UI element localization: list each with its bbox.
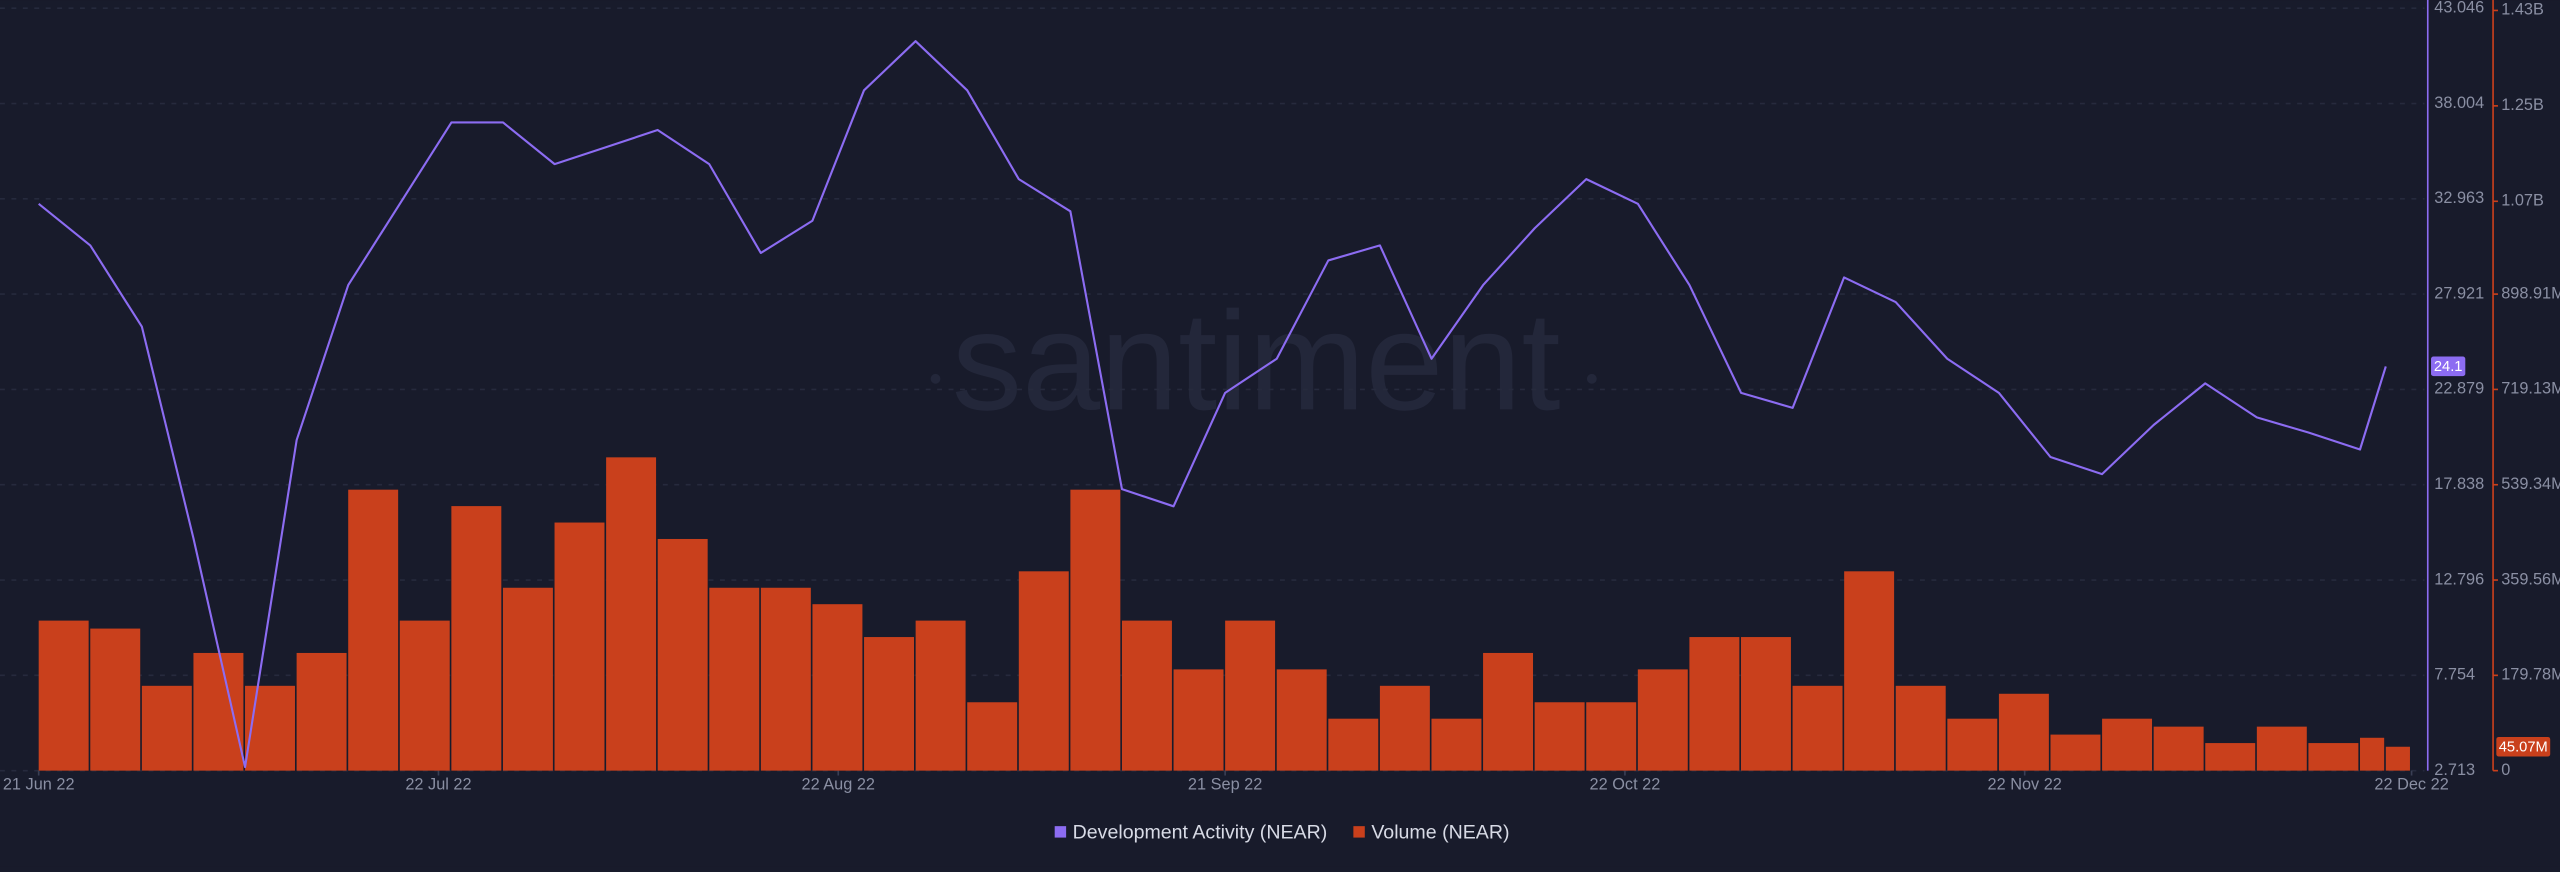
y2-tick-label: 719.13M xyxy=(2501,380,2560,398)
y-tick-label: 2.713 xyxy=(2434,761,2475,779)
x-tick-label: 22 Jul 22 xyxy=(405,776,471,794)
volume-bar xyxy=(864,637,914,771)
value-badge-label: 45.07M xyxy=(2499,739,2548,755)
volume-bar xyxy=(1534,702,1585,771)
volume-bar xyxy=(399,620,450,771)
volume-bar xyxy=(38,620,89,771)
volume-bar xyxy=(1276,669,1327,771)
volume-bar xyxy=(2385,746,2410,771)
y2-tick-label: 1.43B xyxy=(2501,1,2544,19)
volume-bar xyxy=(1483,652,1534,771)
volume-bar xyxy=(296,652,347,771)
x-tick-label: 22 Nov 22 xyxy=(1988,776,2062,794)
volume-bar xyxy=(1689,637,1740,771)
y-tick-label: 32.963 xyxy=(2434,189,2484,207)
x-tick-label: 22 Oct 22 xyxy=(1590,776,1661,794)
volume-bar xyxy=(1173,669,1224,771)
y2-tick-label: 539.34M xyxy=(2501,475,2560,493)
watermark-text: santiment xyxy=(952,282,1561,439)
y2-tick-label: 1.07B xyxy=(2501,192,2544,210)
y-tick-label: 43.046 xyxy=(2434,0,2484,17)
y2-tick-label: 359.56M xyxy=(2501,570,2560,588)
watermark-dot xyxy=(930,373,941,384)
volume-bar xyxy=(1947,718,1998,771)
value-badge xyxy=(2496,736,2551,757)
volume-bar xyxy=(348,489,399,771)
y-tick-label: 12.796 xyxy=(2434,570,2484,588)
volume-bar xyxy=(193,652,244,771)
y-tick-label: 22.879 xyxy=(2434,380,2484,398)
volume-bar xyxy=(1431,718,1482,771)
volume-bar xyxy=(2256,726,2307,771)
volume-bar xyxy=(451,506,502,771)
volume-bar xyxy=(141,685,192,771)
volume-bar xyxy=(2308,743,2359,771)
y-tick-label: 7.754 xyxy=(2434,666,2475,684)
volume-bar xyxy=(1070,489,1121,771)
volume-bar xyxy=(812,604,863,771)
activity-line xyxy=(38,40,2387,769)
y2-tick-label: 898.91M xyxy=(2501,284,2560,302)
y2-tick-label: 179.78M xyxy=(2501,666,2560,684)
value-badge-label: 24.1 xyxy=(2434,359,2463,375)
x-tick-label: 21 Jun 22 xyxy=(3,776,75,794)
volume-bar xyxy=(1586,702,1637,771)
y2-tick-label: 0 xyxy=(2501,761,2510,779)
volume-bar xyxy=(2153,726,2204,771)
volume-bars xyxy=(38,457,2410,771)
legend: Development Activity (NEAR) Volume (NEAR) xyxy=(1054,822,1510,844)
legend-label: Development Activity (NEAR) xyxy=(1073,822,1328,844)
volume-bar xyxy=(245,685,295,771)
y-tick-label: 17.838 xyxy=(2434,475,2484,493)
volume-bar xyxy=(1895,685,1946,771)
volume-bar xyxy=(1018,571,1069,771)
volume-bar xyxy=(1844,571,1895,771)
legend-swatch xyxy=(1353,826,1365,838)
x-tick-label: 22 Dec 22 xyxy=(2374,776,2448,794)
watermark: santiment xyxy=(930,282,1597,439)
volume-bar xyxy=(2360,737,2385,771)
volume-bar xyxy=(1328,718,1379,771)
volume-bar xyxy=(2102,718,2153,771)
y2-tick-label: 1.25B xyxy=(2501,96,2544,114)
legend-swatch xyxy=(1054,826,1067,838)
x-tick-label: 21 Sep 22 xyxy=(1188,776,1262,794)
volume-bar xyxy=(760,587,811,771)
volume-bar xyxy=(606,457,657,771)
legend-label: Volume (NEAR) xyxy=(1371,822,1509,844)
y-tick-label: 38.004 xyxy=(2434,94,2484,112)
volume-bar xyxy=(657,538,708,771)
volume-bar xyxy=(1740,637,1791,771)
volume-bar xyxy=(502,587,553,771)
volume-bar xyxy=(554,522,605,771)
watermark-dot xyxy=(1586,373,1597,384)
volume-bar xyxy=(2205,743,2256,771)
volume-bar xyxy=(2050,734,2101,771)
volume-bar xyxy=(1225,620,1276,771)
volume-bar xyxy=(1792,685,1843,771)
volume-bar xyxy=(915,620,966,771)
x-tick-label: 22 Aug 22 xyxy=(802,776,875,794)
volume-bar xyxy=(709,587,760,771)
volume-bar xyxy=(90,628,141,771)
value-badge xyxy=(2431,356,2466,377)
volume-bar xyxy=(1121,620,1172,771)
volume-bar xyxy=(1998,693,2049,771)
volume-bar xyxy=(1637,669,1688,771)
y-tick-label: 27.921 xyxy=(2434,284,2484,302)
volume-bar xyxy=(1379,685,1430,771)
volume-bar xyxy=(967,702,1018,771)
